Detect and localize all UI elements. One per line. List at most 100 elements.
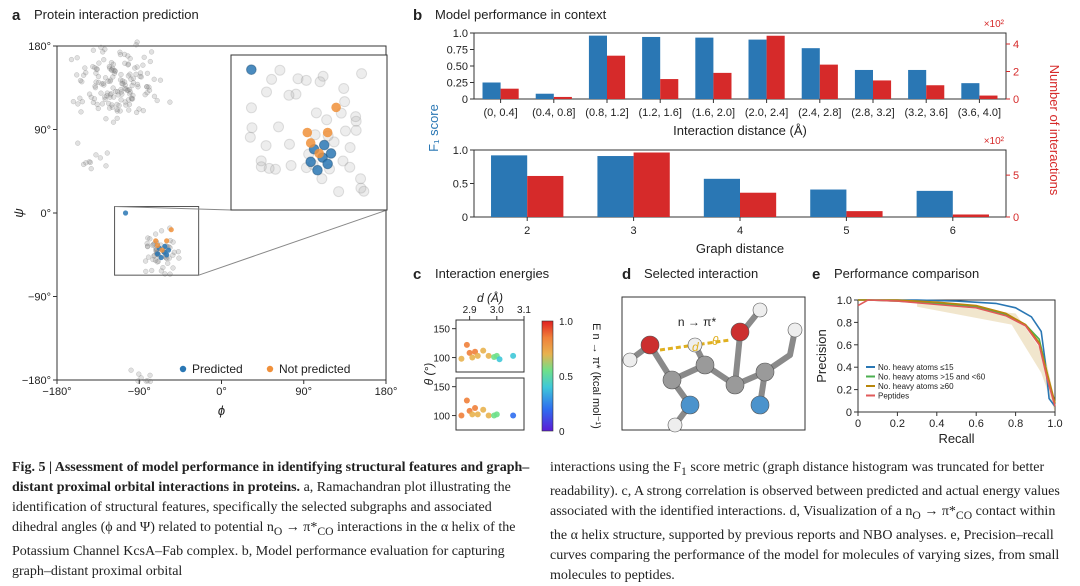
- rama-background-points: [68, 39, 288, 385]
- energy-point: [466, 349, 473, 356]
- panel-b-letter: b: [413, 7, 422, 24]
- energy-point: [458, 355, 465, 362]
- rama-bg-point: [123, 102, 129, 108]
- energy-row-frame-1: [455, 377, 525, 431]
- rama-bg-point: [127, 89, 133, 95]
- rama-bg-point: [112, 68, 118, 74]
- rama-inset-bg-point: [339, 96, 351, 108]
- f1-score-bar: [908, 69, 927, 99]
- rama-bg-point: [111, 67, 117, 73]
- rama-bg-point: [80, 161, 87, 168]
- rama-bg-point: [121, 51, 128, 58]
- energy-point: [463, 397, 470, 404]
- rama-bg-point: [143, 268, 149, 275]
- bar-right-tick-label: 5: [1013, 170, 1019, 182]
- rama-x-tick-label: −180°: [42, 386, 71, 398]
- caption-right-1: interactions using the F: [550, 460, 682, 475]
- rama-bg-point: [107, 77, 114, 83]
- rama-inset-bg-point: [358, 185, 370, 197]
- rama-bg-point: [95, 79, 102, 86]
- rama-inset-bg-point: [344, 142, 356, 154]
- energy-x-axis-label: d (Å): [477, 290, 503, 305]
- rama-bg-point: [101, 57, 107, 63]
- rama-inset-bg-point: [246, 122, 258, 134]
- rama-bg-point: [170, 252, 176, 258]
- bar-left-tick-label: 1.0: [453, 145, 468, 157]
- rama-bg-point: [147, 236, 153, 242]
- bar-category-label: 5: [843, 225, 849, 237]
- rama-bg-point: [143, 378, 149, 384]
- interaction-count-bar: [846, 211, 883, 217]
- carbon-atom: [725, 375, 745, 395]
- rama-inset-bg-point: [321, 114, 333, 126]
- rama-bg-point: [136, 106, 142, 112]
- rama-bg-point: [118, 71, 124, 78]
- rama-bg-point: [146, 84, 152, 90]
- rama-bg-point: [79, 79, 85, 85]
- bar-category-label: (0.4, 0.8]: [532, 107, 575, 119]
- energy-point: [480, 406, 487, 413]
- rama-point: [122, 210, 129, 216]
- rama-bg-point: [171, 249, 177, 255]
- rama-inset-bg-point: [261, 86, 273, 98]
- rama-point: [164, 252, 170, 258]
- rama-bg-point: [128, 76, 134, 82]
- rama-bg-point: [92, 65, 98, 71]
- rama-bg-point: [117, 51, 124, 58]
- rama-bg-point: [106, 105, 113, 111]
- rama-inset-bg-point: [316, 173, 328, 185]
- bar-x-axis-label-b-top: Interaction distance (Å): [673, 123, 807, 138]
- rama-bg-point: [165, 260, 171, 267]
- rama-bg-point: [105, 78, 111, 84]
- f1-score-bar: [535, 93, 554, 99]
- panel-c-title: Interaction energies: [435, 266, 550, 281]
- rama-inset-bg-point: [273, 121, 285, 133]
- rama-inset-point: [312, 164, 323, 176]
- panel-b-title: Model performance in context: [435, 7, 607, 22]
- rama-bg-point: [83, 70, 89, 76]
- rama-bg-point: [152, 257, 159, 264]
- rama-bg-point: [107, 94, 113, 100]
- pr-legend-label-2: No. heavy atoms ≥60: [878, 382, 954, 391]
- rama-bg-point: [129, 82, 135, 89]
- rama-inset-bg-point: [350, 124, 362, 136]
- rama-point: [154, 242, 161, 249]
- figure-caption-right: interactions using the F1 score metric (…: [550, 458, 1072, 586]
- interaction-count-bar: [527, 175, 564, 217]
- rama-bg-point: [105, 100, 112, 107]
- rama-bg-point: [108, 91, 114, 97]
- interaction-count-bar: [766, 35, 785, 99]
- rama-inset-point: [305, 156, 316, 168]
- energy-point: [485, 352, 492, 359]
- pr-x-tick-label: 0.4: [929, 418, 944, 430]
- rama-inset-point: [318, 139, 330, 151]
- rama-bg-point: [135, 378, 141, 384]
- rama-inset-bg-point: [260, 140, 272, 152]
- rama-bg-point: [115, 92, 121, 98]
- rama-inset-bg-point: [337, 155, 349, 167]
- bar-right-tick-label: 0: [1013, 94, 1019, 106]
- bar-right-tick-label: 2: [1013, 67, 1019, 79]
- rama-y-axis-label: ψ: [11, 208, 26, 218]
- rama-bg-point: [108, 59, 115, 66]
- rama-x-axis-label: ϕ: [218, 403, 225, 418]
- rama-bg-point: [94, 66, 100, 73]
- rama-bg-point: [102, 75, 109, 81]
- rama-bg-point: [129, 96, 136, 102]
- rama-inset-bg-point: [255, 155, 267, 167]
- rama-bg-point: [122, 82, 128, 88]
- rama-bg-point: [137, 73, 143, 80]
- bar-left-tick-label: 0: [462, 212, 468, 224]
- hydrogen-atom: [752, 302, 768, 318]
- rama-bg-point: [119, 80, 125, 87]
- rama-bg-point: [116, 102, 122, 109]
- rama-bg-point: [107, 92, 113, 98]
- rama-bg-point: [140, 107, 147, 114]
- rama-bg-point: [110, 119, 117, 125]
- rama-bg-point: [93, 152, 99, 158]
- interaction-count-bar: [553, 96, 572, 99]
- rama-bg-point: [90, 99, 97, 106]
- f1-score-bar: [491, 155, 528, 217]
- rama-bg-point: [150, 256, 156, 263]
- rama-bg-point: [122, 99, 128, 105]
